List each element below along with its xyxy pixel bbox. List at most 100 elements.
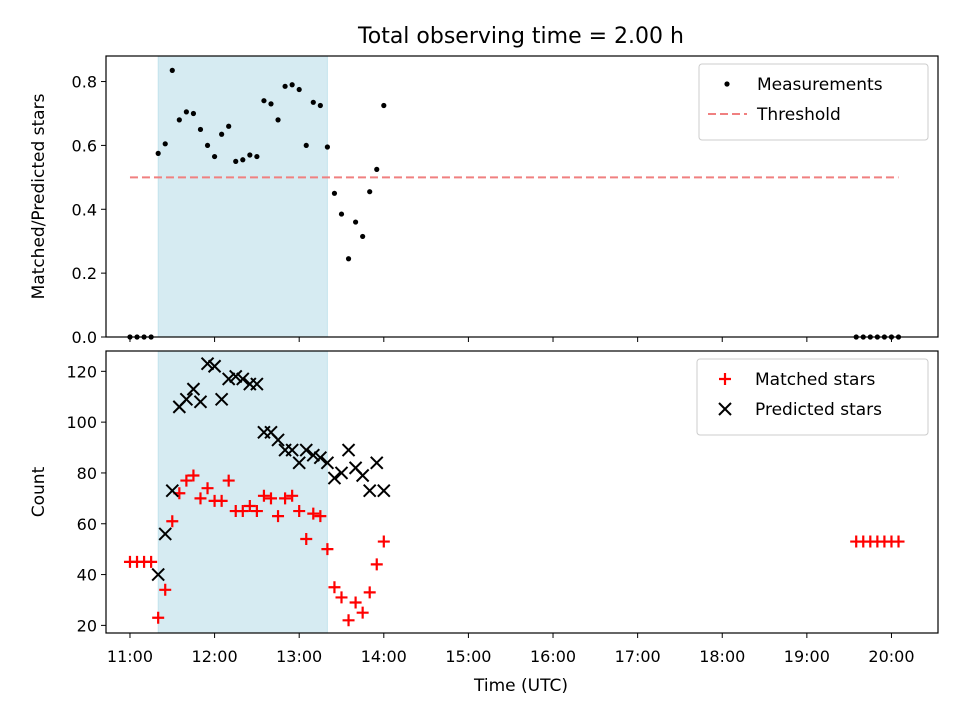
data-point: [349, 596, 362, 609]
data-point: [271, 433, 285, 447]
ratio-panel: 0.0 0.2 0.4 0.6 0.8 Matched/Predicted stars Me…: [29, 55, 939, 347]
x-tick-label: 12:00: [192, 647, 238, 666]
data-point: [162, 141, 168, 147]
data-point: [286, 489, 299, 502]
data-point: [303, 142, 309, 149]
data-point: [317, 102, 323, 109]
data-point: [328, 581, 341, 594]
data-point: [151, 567, 165, 582]
data-point: [159, 583, 172, 596]
data-point: [243, 499, 256, 512]
x-tick-label: 15:00: [445, 647, 491, 666]
legend-marker: [718, 402, 732, 416]
data-point: [236, 372, 250, 386]
legend-marker: [719, 373, 731, 385]
y-tick-label: 0.0: [72, 328, 97, 347]
x-tick-label: 19:00: [784, 647, 830, 666]
data-point: [338, 211, 345, 217]
legend-box: [696, 358, 929, 436]
data-point: [176, 117, 182, 123]
y-tick-label: 80: [77, 464, 97, 483]
data-point: [215, 494, 228, 507]
data-point: [207, 359, 222, 373]
y-tick-label: 20: [77, 616, 97, 635]
y-tick-label: 0.8: [72, 73, 97, 92]
data-point: [370, 558, 383, 571]
data-point: [204, 142, 211, 149]
data-point: [363, 586, 376, 599]
axes-frame: [105, 350, 939, 634]
highlight-span: [157, 55, 328, 338]
data-point: [152, 611, 165, 624]
y-tick-label: 100: [66, 413, 97, 432]
data-point: [293, 505, 306, 518]
x-axis-label: Time (UTC): [473, 676, 568, 696]
data-point: [165, 484, 179, 498]
data-point: [186, 382, 201, 396]
y-tick-label: 0.6: [72, 136, 97, 155]
data-point: [214, 392, 229, 406]
data-point: [221, 372, 236, 386]
legend-box: [698, 63, 929, 141]
y-axis-label: Matched/Predicted stars: [29, 93, 49, 299]
data-point: [233, 158, 239, 164]
series-predicted-stars: [151, 356, 391, 582]
data-point: [229, 369, 243, 384]
data-point: [200, 356, 215, 371]
data-point: [275, 117, 281, 123]
data-point: [335, 591, 348, 604]
data-point: [187, 469, 200, 482]
data-point: [377, 484, 391, 498]
data-point: [190, 110, 197, 117]
data-point: [193, 395, 208, 409]
data-point: [300, 533, 313, 545]
x-tick-label: 16:00: [530, 647, 576, 666]
data-point: [268, 101, 274, 107]
y-tick-label: 0.4: [72, 200, 97, 219]
data-point: [307, 507, 320, 520]
data-point: [310, 99, 316, 105]
data-point: [345, 256, 352, 262]
data-point: [320, 456, 335, 470]
data-point: [254, 153, 260, 160]
legend: Measurements Threshold: [698, 63, 929, 141]
data-point: [219, 131, 225, 137]
data-point: [222, 474, 235, 487]
data-point: [321, 543, 334, 556]
data-point: [356, 606, 369, 619]
axes-frame: [105, 55, 939, 338]
legend-label: Measurements: [757, 75, 883, 95]
data-point: [211, 153, 218, 160]
count-panel: 20 40 60 80 100 120 11:00 12:00 13:00 14:00 15:00 1…: [29, 350, 939, 666]
data-point: [381, 102, 387, 109]
data-point: [362, 484, 377, 498]
legend-label: Predicted stars: [755, 400, 882, 420]
chart-title: Total observing time = 2.00 h: [357, 24, 684, 49]
data-point: [331, 190, 338, 196]
data-point: [374, 166, 380, 172]
data-point: [282, 83, 288, 89]
data-point: [197, 126, 204, 133]
data-point: [355, 468, 370, 483]
data-point: [226, 123, 232, 129]
data-point: [341, 443, 356, 457]
data-point: [264, 492, 277, 505]
data-point: [201, 482, 214, 495]
data-point: [370, 456, 384, 470]
data-point: [240, 157, 246, 163]
data-point: [289, 82, 295, 88]
highlight-span: [157, 350, 328, 634]
y-tick-label: 120: [66, 362, 97, 381]
data-point: [169, 67, 175, 73]
legend-label: Matched stars: [755, 370, 875, 390]
x-tick-label: 11:00: [107, 647, 153, 666]
data-point: [183, 109, 189, 115]
data-point: [236, 505, 249, 518]
y-axis-label: Count: [29, 466, 49, 517]
data-point: [247, 152, 253, 158]
data-point: [194, 492, 207, 505]
data-point: [285, 443, 299, 457]
legend-label: Threshold: [756, 105, 841, 125]
data-point: [180, 474, 193, 487]
